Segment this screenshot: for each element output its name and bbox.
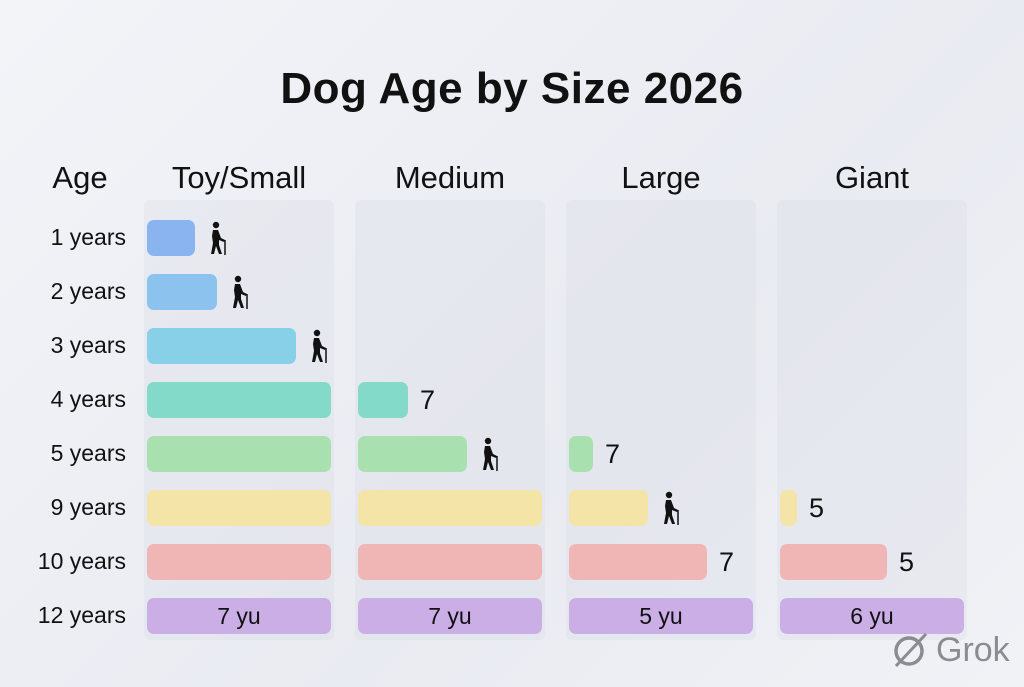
row-label: 10 years: [37, 548, 126, 574]
watermark-text: Grok: [936, 630, 1010, 669]
bar: 5 yu: [569, 598, 753, 634]
bar: [147, 274, 217, 310]
column-header: Medium: [394, 160, 506, 195]
data-label: 7: [719, 547, 735, 577]
bar: [358, 490, 542, 526]
data-label: 6 yu: [850, 603, 894, 629]
bar: [358, 544, 542, 580]
row-label: 12 years: [37, 602, 126, 628]
bar: 7 yu: [147, 598, 331, 634]
bar: [147, 220, 195, 256]
bar: [569, 490, 648, 526]
column-header: Toy/Small: [171, 160, 307, 195]
row-label: 5 years: [50, 440, 126, 466]
watermark: Grok: [890, 630, 1010, 670]
bar: [147, 490, 331, 526]
bar: [147, 328, 296, 364]
bar: [358, 382, 408, 418]
bar: [147, 382, 331, 418]
bar: [147, 544, 331, 580]
bar: [569, 436, 593, 472]
bar: [569, 544, 707, 580]
bar: [147, 436, 331, 472]
elderly-person-with-cane-icon: [660, 491, 682, 525]
bar: 6 yu: [780, 598, 964, 634]
bar: [780, 490, 797, 526]
data-label: 7 yu: [428, 603, 472, 629]
data-label: 5 yu: [639, 603, 683, 629]
column-header: Giant: [834, 160, 910, 195]
row-label: 4 years: [50, 386, 126, 412]
data-label: 5: [809, 493, 825, 523]
bar: 7 yu: [358, 598, 542, 634]
chart-title: Dog Age by Size 2026: [280, 64, 744, 113]
row-label: 3 years: [50, 332, 126, 358]
data-label: 7: [420, 385, 436, 415]
elderly-person-with-cane-icon: [207, 221, 229, 255]
row-label: 9 years: [50, 494, 126, 520]
elderly-person-with-cane-icon: [229, 275, 251, 309]
data-label: 7: [605, 439, 621, 469]
bar: [358, 436, 467, 472]
bar: [780, 544, 887, 580]
elderly-person-with-cane-icon: [308, 329, 330, 363]
data-label: 5: [899, 547, 915, 577]
row-label: 2 years: [50, 278, 126, 304]
age-column-header: Age: [52, 160, 108, 195]
column-header: Large: [621, 160, 701, 195]
grok-logo-icon: [894, 632, 928, 668]
data-label: 7 yu: [217, 603, 261, 629]
row-label: 1 years: [50, 224, 126, 250]
elderly-person-with-cane-icon: [479, 437, 501, 471]
